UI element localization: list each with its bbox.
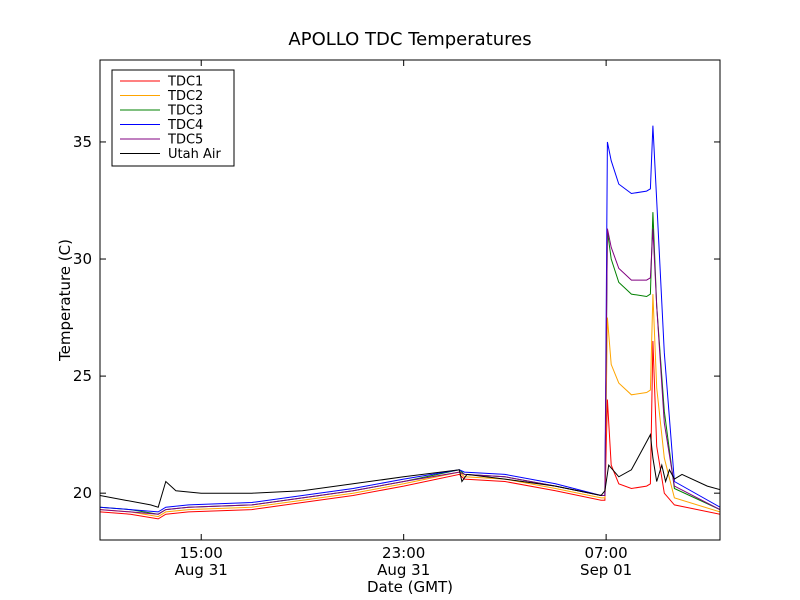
legend-label: TDC4 [167,118,203,133]
legend-label: Utah Air [168,147,221,162]
series-lines [100,125,720,520]
legend-label: TDC3 [167,104,203,119]
y-tick-label: 30 [73,250,92,268]
series-line-tdc4 [100,125,720,513]
y-tick-label: 25 [73,367,92,385]
series-line-utah-air [100,432,720,508]
plot-area [99,59,721,541]
x-tick-label-date: Aug 31 [377,561,430,579]
series-line-tdc5 [100,228,720,515]
legend-label: TDC2 [167,89,203,104]
y-axis-label: Temperature (C) [56,239,74,362]
x-tick-label-time: 15:00 [180,544,223,562]
series-line-tdc1 [100,340,720,520]
y-axis: 20 25 30 35 [73,133,720,502]
legend-box [111,69,235,167]
x-tick-label-date: Sep 01 [580,561,632,579]
y-tick-label: 20 [73,484,92,502]
series-line-tdc2 [100,294,720,518]
y-tick-label: 35 [73,133,92,151]
chart-title: APOLLO TDC Temperatures [288,29,531,50]
legend-label: TDC1 [167,75,203,90]
legend-label: TDC5 [167,133,203,148]
x-tick-label-time: 23:00 [382,544,425,562]
x-tick-label-time: 07:00 [585,544,628,562]
x-axis-label: Date (GMT) [367,578,453,596]
x-tick-label-date: Aug 31 [175,561,228,579]
plot-frame [99,59,721,541]
